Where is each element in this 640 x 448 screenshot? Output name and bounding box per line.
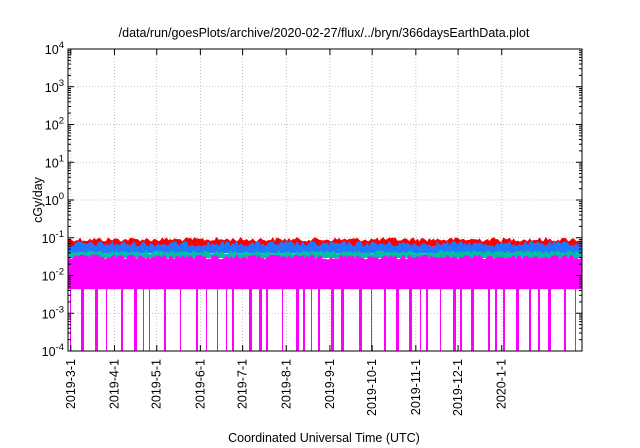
y-tick-label: 10-3	[42, 304, 64, 321]
series-4-dropout	[548, 288, 551, 351]
series-4-dropout	[303, 288, 305, 351]
y-tick-label: 10-1	[42, 229, 64, 246]
x-tick-label: 2019-8-1	[279, 359, 293, 409]
x-tick-label: 2019-6-1	[193, 359, 207, 409]
series-4-dropout	[420, 288, 421, 351]
series-4-dropout	[384, 288, 386, 351]
series-4-dropout	[538, 288, 540, 351]
series-4-dropout	[121, 288, 123, 351]
series-4-dropout	[371, 288, 372, 351]
series-4-dropout	[196, 288, 198, 351]
series-4-core	[68, 264, 582, 289]
series-4-dropout	[164, 288, 166, 351]
series-4-dropout	[282, 288, 283, 351]
series-4-dropout	[516, 288, 519, 351]
y-tick-label: 103	[45, 78, 64, 95]
series-4-dropout	[318, 288, 320, 351]
series-4-dropout	[359, 288, 362, 351]
series-4-dropout	[440, 288, 441, 351]
y-tick-label: 100	[45, 191, 64, 208]
series-4-dropout	[311, 288, 312, 351]
series-4-dropout	[296, 288, 299, 351]
series-4-dropout	[259, 288, 262, 351]
x-tick-label: 2019-9-1	[323, 359, 337, 409]
series-4-dropout	[529, 288, 531, 351]
series-4-dropout	[217, 288, 218, 351]
x-tick-label: 2019-5-1	[150, 359, 164, 409]
series-4-dropout	[232, 288, 234, 351]
x-tick-label: 2019-10-1	[365, 359, 379, 416]
series-4-dropout	[575, 288, 576, 351]
series-4-dropout	[564, 288, 566, 351]
y-tick-label: 102	[45, 116, 64, 133]
series-4-dropout	[331, 288, 334, 351]
axis-ticks: 10-4 10-3 10-2 10-1 100 101 102 103 104 2019-3-1 2…	[42, 40, 582, 416]
x-tick-label: 2020-1-1	[495, 359, 509, 409]
series-4-dropout	[460, 288, 462, 351]
x-tick-label: 2019-7-1	[236, 359, 250, 409]
series-4-dropout	[106, 288, 107, 351]
y-tick-label: 101	[45, 153, 64, 170]
series-4-dropout	[226, 288, 227, 351]
series-4-dropout	[495, 288, 497, 351]
series-4-dropout	[180, 288, 181, 351]
series-4-dropout	[409, 288, 412, 351]
x-axis-label: Coordinated Universal Time (UTC)	[228, 431, 420, 445]
y-tick-label: 10-2	[42, 267, 64, 284]
series-4-dropout	[266, 288, 268, 351]
data-series	[67, 236, 583, 351]
x-tick-label: 2019-4-1	[107, 359, 121, 409]
x-tick-label: 2019-11-1	[409, 359, 423, 415]
series-4-dropout	[453, 288, 456, 351]
series-4-dropout	[396, 288, 399, 351]
chart-title: /data/run/goesPlots/archive/2020-02-27/f…	[119, 26, 530, 40]
x-tick-label: 2019-12-1	[451, 359, 465, 416]
series-4-dropout	[70, 288, 71, 351]
series-4-dropout	[249, 288, 252, 351]
series-4-dropout	[149, 288, 150, 351]
series-4-dropout	[95, 288, 98, 351]
series-4-dropout	[206, 288, 207, 351]
y-tick-label: 10-4	[42, 342, 64, 359]
series-4-dropout	[134, 288, 137, 351]
x-tick-label: 2019-3-1	[64, 359, 78, 409]
y-tick-label: 104	[45, 40, 64, 57]
series-4-dropout	[341, 288, 344, 351]
series-4-dropout	[488, 288, 490, 351]
series-4-dropout	[471, 288, 474, 351]
series-4-dropout	[503, 288, 505, 351]
series-4-dropout	[81, 288, 84, 351]
y-axis-label: cGy/day	[31, 176, 45, 223]
series-4-dropout	[426, 288, 428, 351]
series-4-dropout	[143, 288, 144, 351]
